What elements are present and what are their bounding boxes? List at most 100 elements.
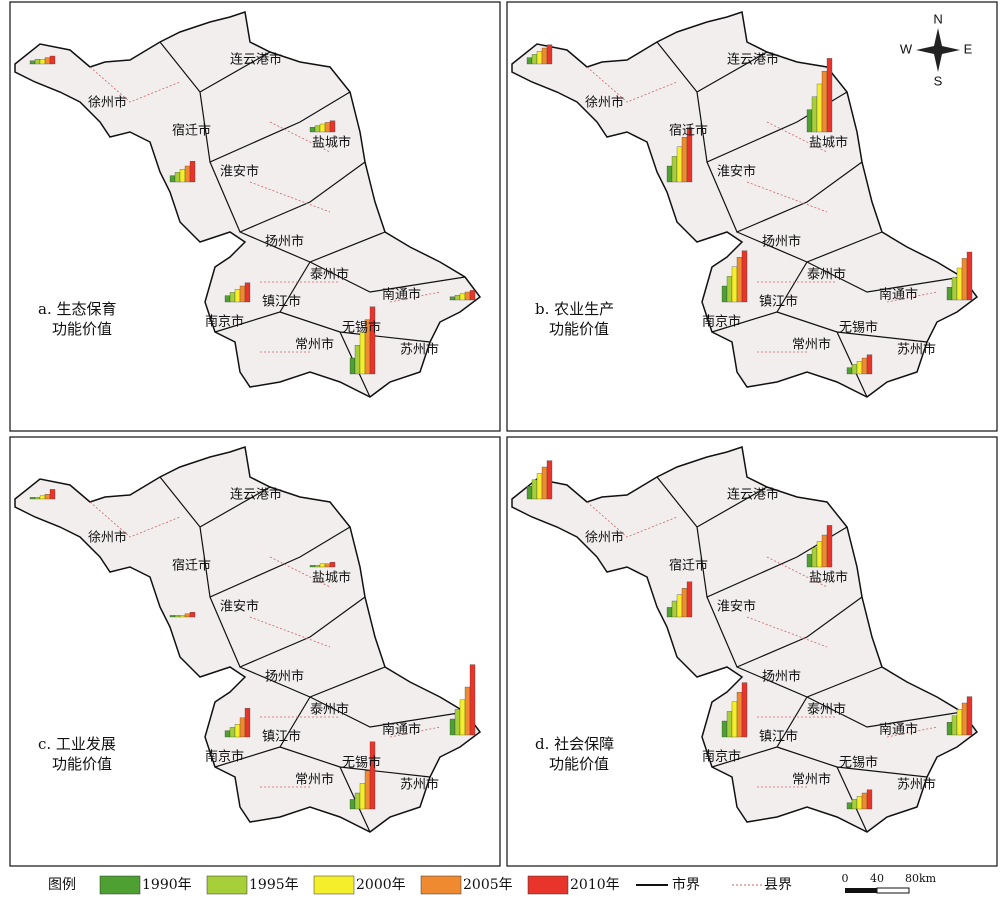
mini-bar (951, 277, 958, 301)
city-label: 无锡市 (839, 320, 878, 336)
mini-bar (966, 251, 973, 301)
city-label: 南京市 (205, 314, 244, 330)
caption: c. 工业发展 (38, 735, 116, 753)
mini-bar (726, 711, 733, 738)
mini-bar (329, 120, 336, 133)
caption: a. 生态保育 (38, 300, 116, 318)
mini-bar (189, 612, 196, 618)
mini-bar (681, 588, 688, 618)
legend-label: 2010年 (570, 877, 620, 893)
mini-bar (851, 364, 858, 375)
mini-bar (239, 285, 246, 303)
legend-label: 2000年 (356, 877, 406, 893)
mini-bar (324, 122, 331, 133)
mini-bar (666, 607, 673, 618)
mini-bar (464, 686, 471, 736)
compass-rose (916, 28, 960, 72)
mini-bar (666, 165, 673, 183)
city-label: 连云港市 (230, 487, 282, 503)
caption: 功能价值 (549, 755, 609, 773)
mini-bar (806, 109, 813, 133)
mini-bar (234, 289, 241, 303)
mini-bar (546, 460, 553, 500)
mini-bar (526, 57, 533, 65)
mini-bar (364, 770, 371, 810)
scale-label: 80km (905, 872, 937, 885)
city-label: 常州市 (792, 337, 831, 353)
mini-bar (29, 60, 36, 65)
city-label: 徐州市 (88, 95, 127, 111)
legend-label: 1995年 (249, 877, 299, 893)
scale-bar (845, 888, 877, 893)
mini-bar (861, 357, 868, 375)
city-label: 徐州市 (88, 530, 127, 546)
mini-bar (354, 345, 361, 375)
city-label: 淮安市 (717, 164, 756, 180)
legend-title: 图例 (48, 877, 76, 893)
mini-bar (821, 534, 828, 568)
mini-bar (324, 563, 331, 568)
mini-bar (951, 715, 958, 736)
mini-bar (179, 615, 186, 618)
mini-bar (224, 295, 231, 303)
mini-bar (234, 724, 241, 738)
city-label: 苏州市 (897, 777, 936, 793)
city-label: 镇江市 (262, 729, 301, 745)
mini-bar (856, 796, 863, 810)
mini-bar (179, 169, 186, 183)
mini-bar (369, 741, 376, 810)
legend-swatch (527, 875, 569, 895)
compass-letter: N (933, 11, 942, 26)
mini-bar (866, 354, 873, 375)
city-label: 扬州市 (265, 234, 304, 250)
city-label: 扬州市 (762, 669, 801, 685)
mini-bar (826, 525, 833, 568)
mini-bar (946, 287, 953, 301)
caption: 功能价值 (549, 320, 609, 338)
mini-bar (816, 83, 823, 133)
mini-bar (244, 282, 251, 303)
mini-bar (354, 792, 361, 810)
city-label: 盐城市 (809, 135, 848, 151)
mini-bar (966, 696, 973, 736)
city-label: 南京市 (702, 314, 741, 330)
mini-bar (349, 799, 356, 810)
caption: 功能价值 (52, 755, 112, 773)
mini-bar (736, 257, 743, 303)
mini-bar (961, 702, 968, 736)
city-label: 宿迁市 (669, 558, 708, 574)
mini-bar (851, 799, 858, 810)
city-label: 泰州市 (807, 267, 846, 283)
mini-bar (189, 161, 196, 183)
mini-bar (314, 125, 321, 133)
mini-bar (676, 146, 683, 183)
city-label: 苏州市 (897, 342, 936, 358)
mini-bar (184, 613, 191, 618)
city-label: 盐城市 (312, 570, 351, 586)
mini-bar (531, 479, 538, 500)
mini-bar (721, 720, 728, 738)
mini-bar (686, 581, 693, 618)
mini-bar (956, 267, 963, 301)
city-label: 常州市 (295, 337, 334, 353)
mini-bar (726, 276, 733, 303)
mini-bar (459, 699, 466, 736)
mini-bar (731, 701, 738, 738)
legend-swatch (420, 875, 462, 895)
mini-bar (174, 615, 181, 618)
mini-bar (946, 722, 953, 736)
city-label: 盐城市 (312, 135, 351, 151)
city-label: 镇江市 (759, 294, 798, 310)
legend-swatch (313, 875, 355, 895)
legend-swatch (99, 875, 141, 895)
mini-bar (464, 291, 471, 301)
mini-bar (546, 44, 553, 65)
mini-bar (811, 96, 818, 133)
mini-bar (454, 709, 461, 736)
city-label: 徐州市 (585, 95, 624, 111)
mini-bar (229, 727, 236, 738)
scale-label: 0 (842, 872, 849, 885)
mini-bar (731, 266, 738, 303)
mini-bar (349, 357, 356, 375)
